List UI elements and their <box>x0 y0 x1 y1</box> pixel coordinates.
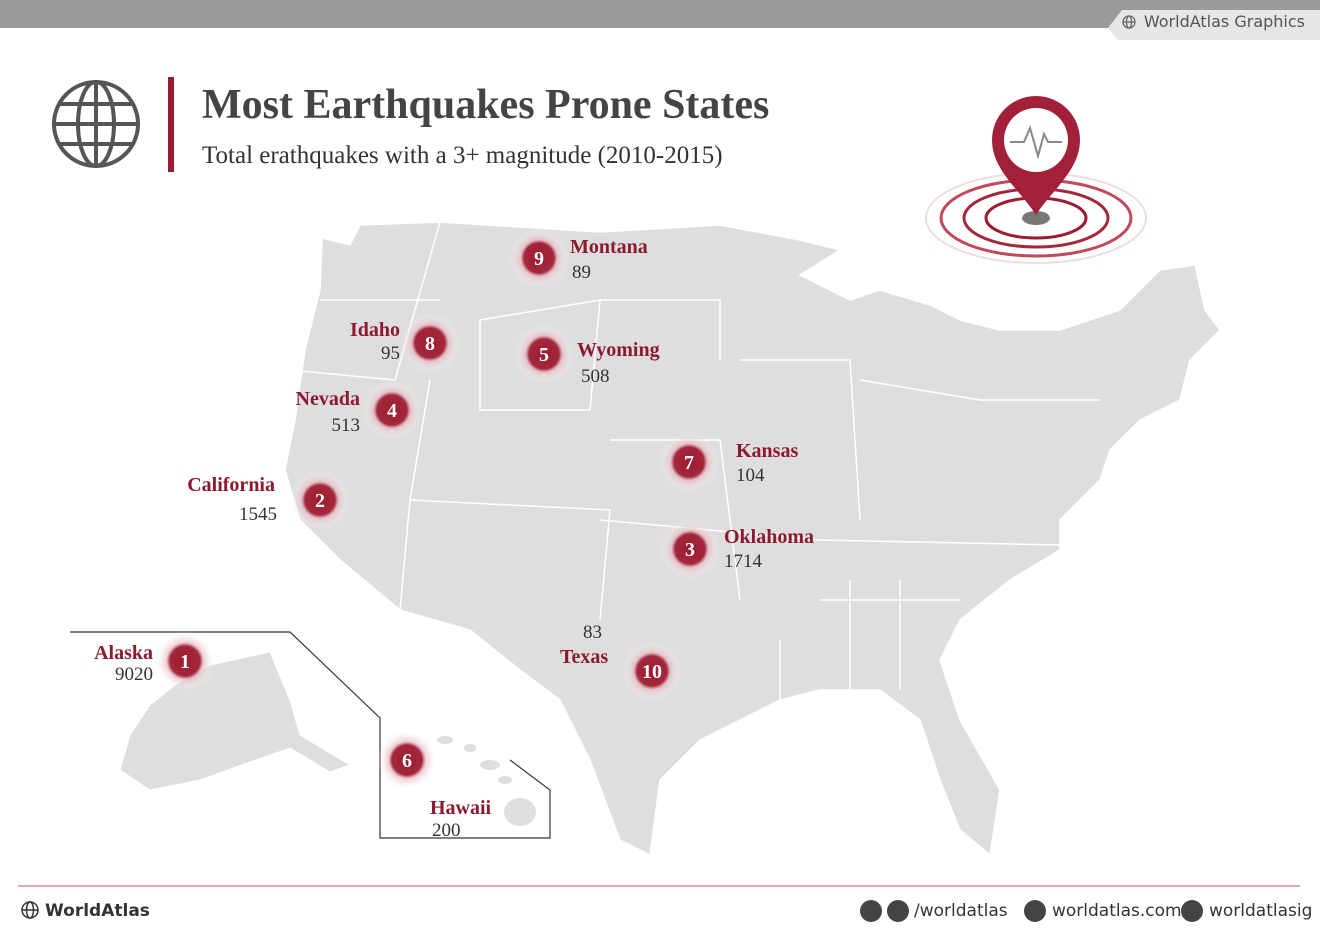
marker-glow <box>290 470 350 530</box>
header-brand: WorldAtlas Graphics <box>1144 12 1305 31</box>
state-name: Montana <box>570 236 648 258</box>
rank: 6 <box>402 750 412 772</box>
contiguous-us <box>284 221 1221 857</box>
top-bar <box>0 0 1320 28</box>
facebook-handle: /worldatlas <box>914 901 1008 921</box>
rank: 5 <box>539 344 549 366</box>
web-icon <box>1024 900 1046 922</box>
footer-globe <box>21 901 39 919</box>
marker-glow <box>377 730 437 790</box>
earthquake-count: 83 <box>583 622 602 643</box>
earthquake-count: 9020 <box>115 664 153 685</box>
earthquake-count: 508 <box>581 366 610 387</box>
marker-glow <box>514 324 574 384</box>
state-name: California <box>187 474 275 496</box>
subtitle: Total erathquakes with a 3+ magnitude (2… <box>202 142 723 169</box>
rank: 3 <box>685 539 695 561</box>
rank: 8 <box>425 333 435 355</box>
instagram-handle: worldatlasig <box>1209 901 1312 921</box>
marker-glow <box>155 631 215 691</box>
rank: 10 <box>642 661 662 683</box>
website: worldatlas.com <box>1052 901 1182 921</box>
state-name: Hawaii <box>430 797 492 819</box>
state-name: Alaska <box>94 642 153 664</box>
title-accent <box>168 77 174 172</box>
earthquake-count: 89 <box>572 262 591 283</box>
rank: 4 <box>387 400 397 422</box>
state-name: Wyoming <box>577 339 660 361</box>
map <box>70 221 1221 857</box>
instagram-icon <box>1181 900 1203 922</box>
marker-glow <box>400 313 460 373</box>
state-name: Oklahoma <box>724 526 814 548</box>
state-borders <box>289 221 1100 700</box>
marker-glow <box>622 641 682 701</box>
marker-glow <box>509 228 569 288</box>
globe-icon <box>52 80 140 168</box>
title: Most Earthquakes Prone States <box>202 82 769 128</box>
state-name: Nevada <box>296 388 360 410</box>
hawaii <box>437 736 536 826</box>
facebook-icon <box>887 900 909 922</box>
rank: 1 <box>180 651 190 673</box>
state-name: Kansas <box>736 440 798 462</box>
earthquake-count: 1545 <box>239 504 277 525</box>
earthquake-count: 1714 <box>724 551 763 572</box>
state-name: Idaho <box>350 319 400 341</box>
footer-brand: WorldAtlas <box>45 901 150 921</box>
brand-globe <box>1122 15 1136 29</box>
earthquake-count: 95 <box>381 343 400 364</box>
earthquake-count: 513 <box>332 415 361 436</box>
alaska <box>119 651 352 791</box>
youtube-icon <box>860 900 882 922</box>
rank: 2 <box>315 490 325 512</box>
rank: 9 <box>534 248 544 270</box>
earthquake-count: 104 <box>736 465 765 486</box>
marker-glow <box>362 380 422 440</box>
earthquake-count: 200 <box>432 820 461 841</box>
marker-glow <box>659 432 719 492</box>
state-name: Texas <box>560 646 608 668</box>
brand-tab <box>1108 10 1320 40</box>
marker-glow <box>660 519 720 579</box>
pin-icon <box>925 96 1147 264</box>
rank: 7 <box>684 452 694 474</box>
inset-border <box>70 631 551 839</box>
